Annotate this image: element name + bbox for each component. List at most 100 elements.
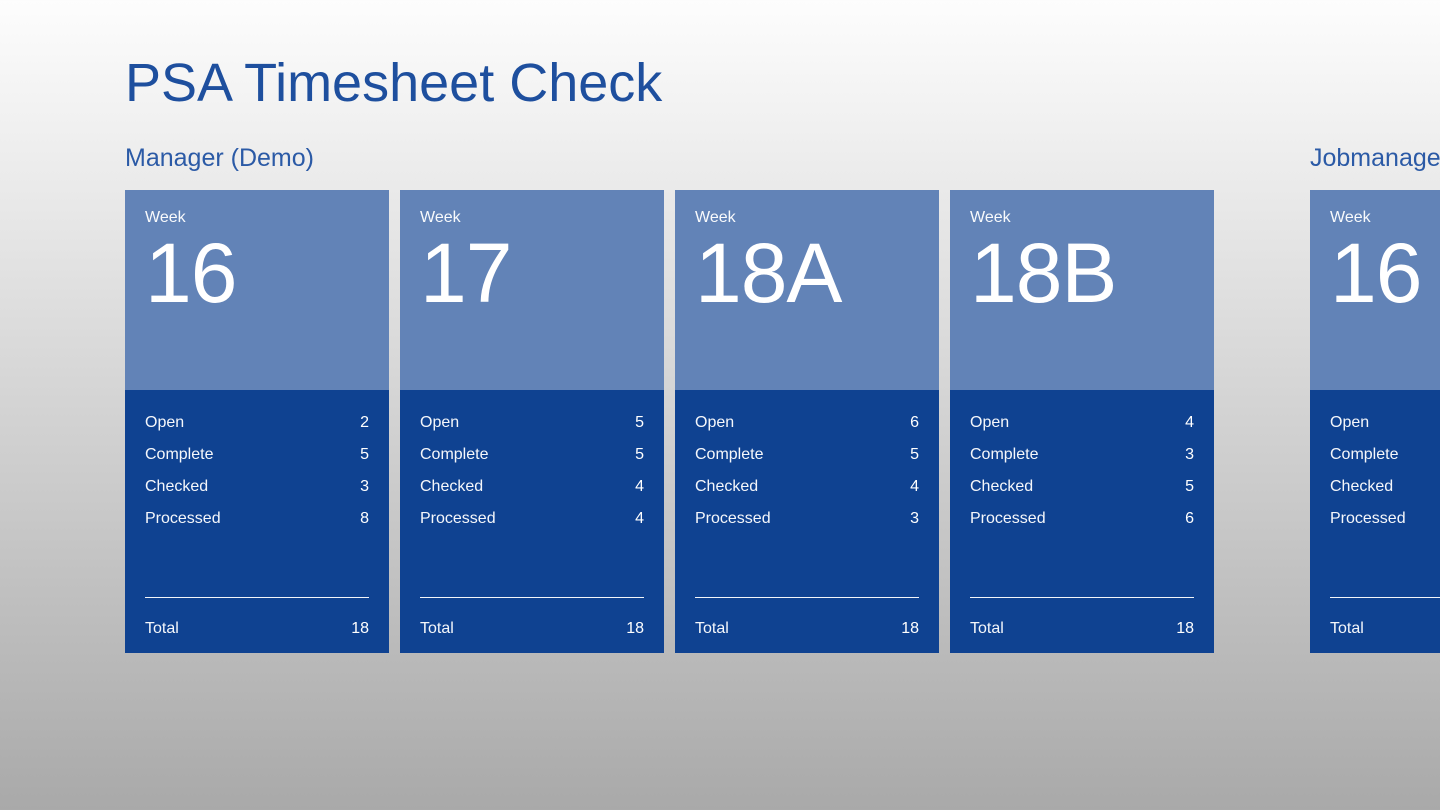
card-list: Week 16 Open 2 Complete 5 Checked 3 Proc… bbox=[125, 190, 1214, 653]
status-label: Processed bbox=[420, 510, 496, 527]
week-tile[interactable]: Week 16 Open Complete Checked Processed … bbox=[1310, 190, 1440, 653]
status-rows: Open 6 Complete 5 Checked 4 Processed 3 bbox=[695, 411, 919, 539]
week-number: 17 bbox=[420, 226, 512, 320]
status-row: Checked 5 bbox=[970, 475, 1194, 499]
week-label: Week bbox=[1330, 209, 1371, 226]
status-value: 4 bbox=[910, 478, 919, 495]
status-value: 4 bbox=[1185, 414, 1194, 431]
status-label: Checked bbox=[145, 478, 209, 495]
status-row: Open bbox=[1330, 411, 1440, 435]
status-rows: Open 4 Complete 3 Checked 5 Processed 6 bbox=[970, 411, 1194, 539]
status-value: 4 bbox=[635, 510, 644, 527]
status-row: Open 2 bbox=[145, 411, 369, 435]
week-number: 16 bbox=[1330, 226, 1422, 320]
week-tile-body: Open Complete Checked Processed Total bbox=[1310, 390, 1440, 653]
status-value: 5 bbox=[635, 414, 644, 431]
status-value: 5 bbox=[1185, 478, 1194, 495]
week-tile[interactable]: Week 18B Open 4 Complete 3 Checked 5 Pro… bbox=[950, 190, 1214, 653]
week-tile-body: Open 2 Complete 5 Checked 3 Processed 8 … bbox=[125, 390, 389, 653]
week-tile-header: Week 16 bbox=[1310, 190, 1440, 390]
spacer bbox=[970, 539, 1194, 597]
status-row: Checked 4 bbox=[695, 475, 919, 499]
status-label: Complete bbox=[1330, 446, 1399, 463]
status-row: Complete 5 bbox=[145, 443, 369, 467]
status-value: 8 bbox=[360, 510, 369, 527]
total-divider bbox=[145, 597, 369, 598]
group-title: Manager (Demo) bbox=[125, 144, 314, 172]
status-label: Checked bbox=[420, 478, 484, 495]
week-label: Week bbox=[970, 209, 1011, 226]
status-label: Complete bbox=[420, 446, 489, 463]
status-row: Checked 4 bbox=[420, 475, 644, 499]
week-tile[interactable]: Week 16 Open 2 Complete 5 Checked 3 Proc… bbox=[125, 190, 389, 653]
total-row: Total bbox=[1330, 617, 1440, 641]
group-title: Jobmanager bbox=[1310, 144, 1440, 172]
week-number: 16 bbox=[145, 226, 237, 320]
status-value: 6 bbox=[1185, 510, 1194, 527]
total-divider bbox=[1330, 597, 1440, 598]
status-label: Checked bbox=[695, 478, 759, 495]
week-tile-header: Week 18A bbox=[675, 190, 939, 390]
total-row: Total 18 bbox=[970, 617, 1194, 641]
status-label: Processed bbox=[1330, 510, 1406, 527]
status-row: Checked bbox=[1330, 475, 1440, 499]
week-tile-body: Open 6 Complete 5 Checked 4 Processed 3 … bbox=[675, 390, 939, 653]
week-tile-body: Open 4 Complete 3 Checked 5 Processed 6 … bbox=[950, 390, 1214, 653]
status-value: 3 bbox=[360, 478, 369, 495]
status-label: Checked bbox=[1330, 478, 1394, 495]
status-row: Complete bbox=[1330, 443, 1440, 467]
status-row: Open 5 bbox=[420, 411, 644, 435]
status-value: 3 bbox=[910, 510, 919, 527]
total-row: Total 18 bbox=[695, 617, 919, 641]
status-row: Complete 3 bbox=[970, 443, 1194, 467]
total-row: Total 18 bbox=[145, 617, 369, 641]
total-label: Total bbox=[1330, 620, 1364, 637]
status-value: 3 bbox=[1185, 446, 1194, 463]
status-row: Processed 4 bbox=[420, 507, 644, 531]
status-rows: Open 2 Complete 5 Checked 3 Processed 8 bbox=[145, 411, 369, 539]
status-value: 2 bbox=[360, 414, 369, 431]
spacer bbox=[145, 539, 369, 597]
total-label: Total bbox=[970, 620, 1004, 637]
status-label: Open bbox=[1330, 414, 1370, 431]
status-value: 5 bbox=[910, 446, 919, 463]
week-tile-header: Week 17 bbox=[400, 190, 664, 390]
week-label: Week bbox=[695, 209, 736, 226]
total-value: 18 bbox=[626, 620, 644, 637]
status-value: 5 bbox=[635, 446, 644, 463]
status-label: Complete bbox=[970, 446, 1039, 463]
week-label: Week bbox=[420, 209, 461, 226]
total-row: Total 18 bbox=[420, 617, 644, 641]
total-label: Total bbox=[145, 620, 179, 637]
status-row: Complete 5 bbox=[695, 443, 919, 467]
status-value: 5 bbox=[360, 446, 369, 463]
spacer bbox=[695, 539, 919, 597]
status-label: Open bbox=[420, 414, 460, 431]
status-label: Open bbox=[145, 414, 185, 431]
status-label: Open bbox=[970, 414, 1010, 431]
status-label: Complete bbox=[145, 446, 214, 463]
week-tile[interactable]: Week 17 Open 5 Complete 5 Checked 4 Proc… bbox=[400, 190, 664, 653]
total-label: Total bbox=[420, 620, 454, 637]
status-row: Processed 6 bbox=[970, 507, 1194, 531]
total-divider bbox=[970, 597, 1194, 598]
week-tile[interactable]: Week 18A Open 6 Complete 5 Checked 4 Pro… bbox=[675, 190, 939, 653]
status-label: Open bbox=[695, 414, 735, 431]
spacer bbox=[1330, 539, 1440, 597]
status-value: 4 bbox=[635, 478, 644, 495]
status-row: Processed 8 bbox=[145, 507, 369, 531]
status-rows: Open Complete Checked Processed bbox=[1330, 411, 1440, 539]
total-value: 18 bbox=[901, 620, 919, 637]
status-label: Processed bbox=[695, 510, 771, 527]
status-rows: Open 5 Complete 5 Checked 4 Processed 4 bbox=[420, 411, 644, 539]
week-number: 18B bbox=[970, 226, 1117, 320]
status-row: Open 4 bbox=[970, 411, 1194, 435]
week-tile-body: Open 5 Complete 5 Checked 4 Processed 4 … bbox=[400, 390, 664, 653]
timesheet-group: Manager (Demo) Week 16 Open 2 Complete 5… bbox=[125, 143, 1214, 653]
week-number: 18A bbox=[695, 226, 842, 320]
status-row: Checked 3 bbox=[145, 475, 369, 499]
groups: Manager (Demo) Week 16 Open 2 Complete 5… bbox=[125, 143, 1440, 653]
status-label: Processed bbox=[145, 510, 221, 527]
total-label: Total bbox=[695, 620, 729, 637]
total-value: 18 bbox=[351, 620, 369, 637]
